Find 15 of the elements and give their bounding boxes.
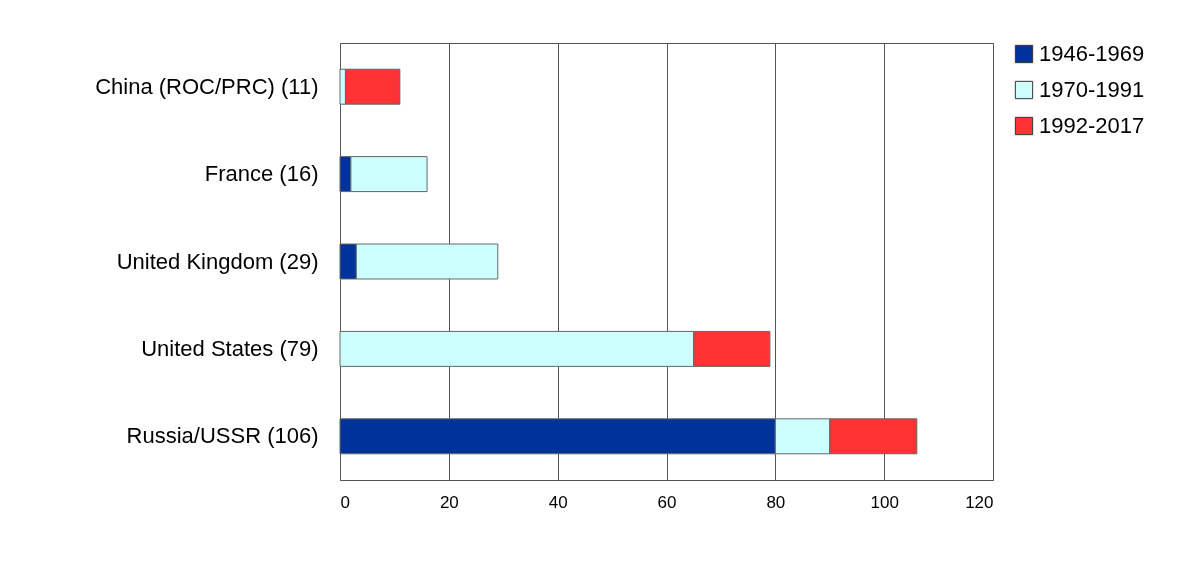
y-tick-label: United States (79) xyxy=(141,335,319,361)
x-tick-label: 80 xyxy=(766,492,786,512)
y-tick-label: Russia/USSR (106) xyxy=(126,423,319,449)
legend-label: 1992-2017 xyxy=(1039,113,1145,138)
x-tick-label: 100 xyxy=(870,492,899,512)
x-tick-label: 120 xyxy=(965,492,994,512)
y-tick-label: United Kingdom (29) xyxy=(116,248,319,274)
legend-label: 1946-1969 xyxy=(1039,41,1145,66)
y-tick-label: China (ROC/PRC) (11) xyxy=(95,73,319,99)
x-tick-label: 60 xyxy=(657,492,677,512)
x-tick-label: 40 xyxy=(548,492,568,512)
x-tick-label: 20 xyxy=(439,492,459,512)
legend-label: 1970-1991 xyxy=(1039,77,1145,102)
y-tick-label: France (16) xyxy=(204,161,319,187)
x-tick-label: 0 xyxy=(340,492,350,512)
